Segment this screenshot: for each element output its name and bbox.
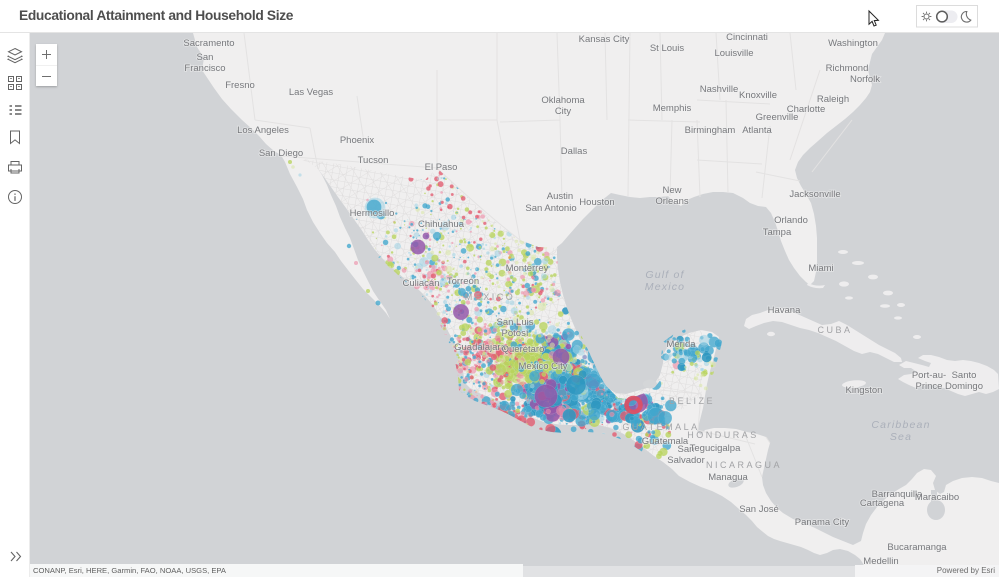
svg-text:Panama City: Panama City <box>795 517 850 528</box>
svg-text:Los Angeles: Los Angeles <box>237 125 289 136</box>
svg-text:Havana: Havana <box>768 305 801 316</box>
svg-text:Cincinnati: Cincinnati <box>726 33 768 43</box>
svg-text:San Diego: San Diego <box>259 148 303 159</box>
svg-text:Nashville: Nashville <box>700 84 739 95</box>
svg-text:Tampa: Tampa <box>763 227 792 238</box>
svg-text:Chihuahua: Chihuahua <box>418 219 465 230</box>
svg-text:Norfolk: Norfolk <box>850 74 880 85</box>
svg-text:BELIZE: BELIZE <box>669 396 715 406</box>
svg-text:Jacksonville: Jacksonville <box>789 189 840 200</box>
svg-text:Oklahoma: Oklahoma <box>541 95 585 106</box>
svg-text:Bucaramanga: Bucaramanga <box>887 542 947 553</box>
svg-text:Guadalajara: Guadalajara <box>454 342 506 353</box>
svg-text:Austin: Austin <box>547 191 573 202</box>
svg-text:Washington: Washington <box>828 38 878 49</box>
svg-text:Managua: Managua <box>708 472 748 483</box>
svg-text:El Paso: El Paso <box>425 162 458 173</box>
svg-text:Tucson: Tucson <box>358 155 389 166</box>
svg-text:Knoxville: Knoxville <box>739 90 777 101</box>
svg-text:Caribbean: Caribbean <box>871 419 930 431</box>
svg-text:Torreón: Torreón <box>447 276 479 287</box>
svg-text:Mérida: Mérida <box>666 339 696 350</box>
svg-text:CUBA: CUBA <box>817 325 852 335</box>
svg-text:Tegucigalpa: Tegucigalpa <box>690 443 741 454</box>
svg-text:Houston: Houston <box>579 197 614 208</box>
svg-text:Orlando: Orlando <box>774 215 808 226</box>
svg-text:Fresno: Fresno <box>225 80 255 91</box>
svg-text:Mexico: Mexico <box>645 281 685 293</box>
svg-text:Port-au-: Port-au- <box>912 370 946 381</box>
svg-text:Potosí: Potosí <box>502 328 529 339</box>
svg-text:Santo: Santo <box>952 370 977 381</box>
svg-text:Dallas: Dallas <box>561 146 588 157</box>
svg-text:City: City <box>555 106 572 117</box>
svg-text:San José: San José <box>739 504 779 515</box>
svg-text:San: San <box>197 52 214 63</box>
svg-text:Birmingham: Birmingham <box>685 125 736 136</box>
svg-text:Las Vegas: Las Vegas <box>289 87 334 98</box>
svg-text:Querétaro: Querétaro <box>502 344 545 355</box>
svg-text:San Antonio: San Antonio <box>525 203 576 214</box>
svg-text:Miami: Miami <box>808 263 833 274</box>
svg-text:Gulf of: Gulf of <box>645 269 684 281</box>
svg-text:HONDURAS: HONDURAS <box>687 430 759 440</box>
svg-text:Greenville: Greenville <box>756 112 799 123</box>
svg-text:San Luis: San Luis <box>497 317 534 328</box>
svg-text:Phoenix: Phoenix <box>340 135 375 146</box>
svg-text:Culiacán: Culiacán <box>403 278 440 289</box>
svg-text:Hermosillo: Hermosillo <box>350 208 395 219</box>
svg-text:Louisville: Louisville <box>714 48 753 59</box>
svg-text:Monterrey: Monterrey <box>506 263 549 274</box>
svg-text:St Louis: St Louis <box>650 43 685 54</box>
svg-text:Mexico City: Mexico City <box>518 361 567 372</box>
svg-text:NICARAGUA: NICARAGUA <box>706 460 782 470</box>
svg-text:Kansas City: Kansas City <box>579 34 630 45</box>
svg-text:Raleigh: Raleigh <box>817 94 849 105</box>
svg-text:Salvador: Salvador <box>667 455 705 466</box>
svg-text:Kingston: Kingston <box>846 385 883 396</box>
svg-text:Orleans: Orleans <box>655 196 689 207</box>
svg-text:Sacramento: Sacramento <box>183 38 234 49</box>
svg-text:Atlanta: Atlanta <box>742 125 772 136</box>
svg-text:Prince: Prince <box>916 381 943 392</box>
svg-text:Maracaibo: Maracaibo <box>915 492 959 503</box>
svg-text:Francisco: Francisco <box>184 63 225 74</box>
svg-text:Sea: Sea <box>890 431 912 443</box>
svg-text:Memphis: Memphis <box>653 103 692 114</box>
svg-text:Domingo: Domingo <box>945 381 983 392</box>
svg-text:MEXICO: MEXICO <box>465 292 516 302</box>
svg-text:New: New <box>662 185 681 196</box>
svg-text:Richmond: Richmond <box>826 63 869 74</box>
svg-text:Cartagena: Cartagena <box>860 498 905 509</box>
